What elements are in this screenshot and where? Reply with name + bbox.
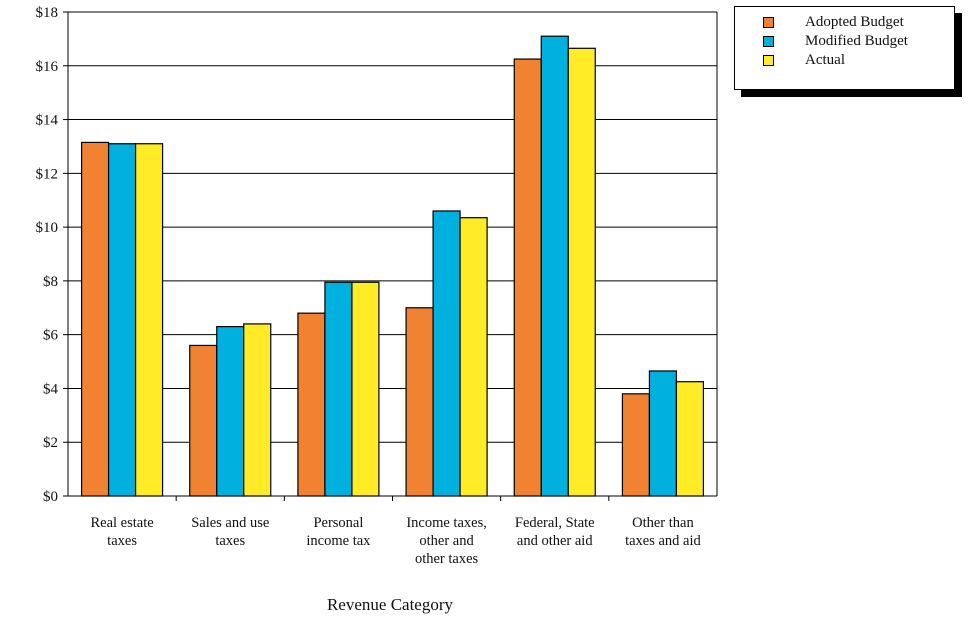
bar (675, 381, 705, 497)
legend-label-actual: Actual (805, 52, 845, 68)
legend-item-modified: Modified Budget (763, 32, 954, 51)
x-axis-label: Revenue Category (327, 595, 454, 614)
y-tick-label: $16 (36, 59, 59, 75)
x-tick-label: Other than taxes and aid (625, 515, 701, 549)
legend-swatch-adopted (763, 17, 774, 28)
bar (648, 370, 678, 497)
bar (80, 141, 110, 497)
legend-swatch-modified (763, 36, 774, 47)
legend-label-modified: Modified Budget (805, 33, 908, 49)
y-tick-label: $4 (43, 381, 59, 397)
bars (80, 35, 705, 497)
axes (63, 11, 718, 501)
bar (216, 326, 245, 497)
bar (432, 210, 461, 497)
x-tick-labels: Real estate taxes Sales and use taxes Person… (90, 515, 701, 567)
bar (405, 307, 434, 497)
bar (324, 281, 353, 497)
y-tick-label: $6 (43, 328, 59, 344)
legend: Adopted Budget Modified Budget Actual (734, 6, 955, 90)
bar (107, 143, 137, 497)
legend-swatch-actual (763, 55, 774, 66)
bar (621, 393, 651, 497)
y-tick-label: $0 (43, 489, 58, 505)
bar (459, 217, 488, 497)
x-tick-label: Income taxes, other and other taxes (406, 515, 487, 567)
legend-item-actual: Actual (763, 51, 954, 70)
y-tick-label: $2 (43, 435, 58, 451)
x-tick-label: Personal income tax (306, 515, 371, 549)
bar (297, 312, 326, 497)
legend-item-adopted: Adopted Budget (763, 13, 954, 32)
y-tick-labels: $0 $2 $4 $6 $8 $10 $12 $14 $16 $18 (36, 5, 59, 505)
grid-lines (68, 11, 717, 443)
x-tick-label: Federal, State and other aid (515, 515, 595, 549)
y-tick-label: $14 (36, 113, 59, 129)
bar (189, 344, 218, 497)
x-tick-label: Sales and use taxes (191, 515, 269, 549)
y-tick-label: $18 (36, 5, 59, 21)
y-tick-label: $12 (36, 166, 59, 182)
bar (243, 323, 272, 497)
legend-label-adopted: Adopted Budget (805, 14, 904, 30)
bar (134, 143, 164, 497)
x-tick-label: Real estate taxes (90, 515, 153, 549)
bar (513, 58, 542, 497)
y-tick-label: $10 (36, 220, 59, 236)
bar (567, 47, 596, 497)
y-tick-label: $8 (43, 274, 58, 290)
bar (351, 281, 380, 497)
bar (540, 35, 569, 497)
